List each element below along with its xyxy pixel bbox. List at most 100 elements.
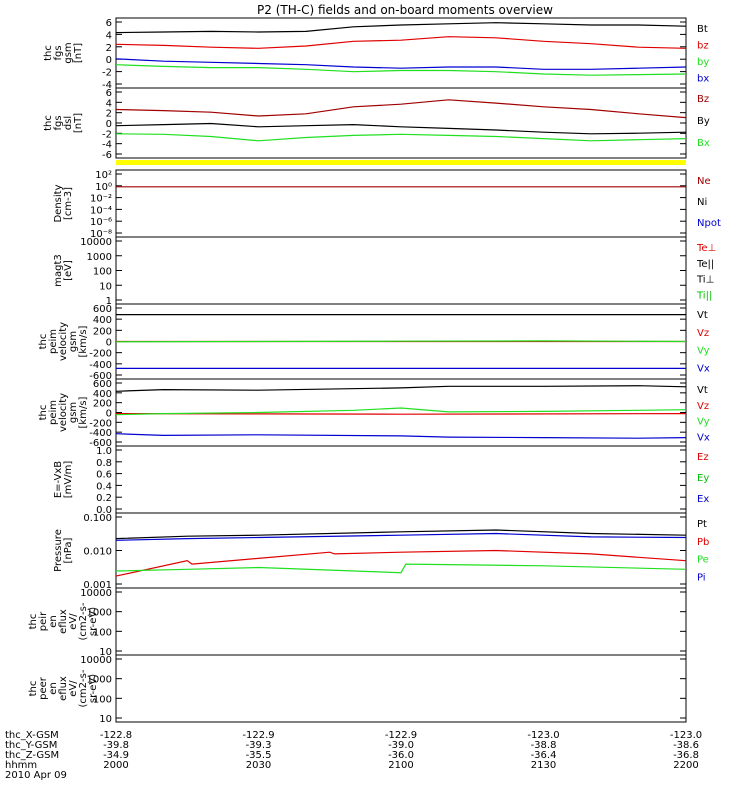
- y-tick-label: 2: [106, 43, 112, 54]
- x-tick-label: -122.9: [385, 730, 417, 741]
- y-axis-label: gsm: [68, 331, 79, 352]
- y-tick-label: 600: [93, 304, 112, 315]
- y-axis-label: velocity: [58, 322, 69, 361]
- y-axis-label: peim: [48, 329, 59, 354]
- y-tick-label: -6: [102, 150, 112, 161]
- y-axis-label: (cm2-s-: [78, 602, 89, 640]
- x-tick-label: 2030: [246, 760, 271, 771]
- legend-entry: Ex: [697, 494, 709, 505]
- y-tick-label: 10⁻⁶: [90, 217, 112, 228]
- y-axis-label: Pressure: [53, 529, 64, 572]
- y-tick-label: 0.8: [96, 458, 112, 469]
- legend-entry: Vz: [697, 401, 709, 412]
- y-axis-label: en: [48, 682, 59, 695]
- y-tick-label: 4: [106, 30, 112, 41]
- y-axis-label: thc: [38, 405, 49, 421]
- x-tick-label: -123.0: [527, 730, 559, 741]
- y-tick-label: -200: [89, 349, 112, 360]
- series-line-By: [115, 122, 687, 135]
- legend-entry: Bz: [697, 94, 709, 105]
- x-tick-label: -39.8: [103, 740, 129, 751]
- y-tick-label: 1.0: [96, 446, 112, 457]
- x-tick-label: -38.6: [673, 740, 699, 751]
- y-tick-label: 10: [99, 647, 112, 658]
- legend-entry: Ez: [697, 452, 709, 463]
- x-row-label: thc_X-GSM: [5, 730, 59, 741]
- legend-entry: Pi: [697, 572, 706, 583]
- x-tick-label: 2200: [673, 760, 698, 771]
- y-tick-label: 400: [93, 389, 112, 400]
- y-tick-label: 0: [106, 409, 112, 420]
- y-axis-label: magt3: [53, 254, 64, 287]
- legend-entry: Vt: [697, 310, 708, 321]
- panel-peer: 10000 1000 100 10 thc peer en eflux eV/(cm2-s-sr…: [28, 654, 687, 725]
- series-line-Vx: [115, 433, 687, 439]
- y-tick-label: -4: [102, 80, 112, 91]
- legend-entry: Bt: [697, 24, 708, 35]
- x-axis-labels: thc_X-GSM -122.8 -122.9 -122.9 -123.0 -123.0 t…: [5, 730, 702, 781]
- y-axis-label: fgs: [53, 115, 64, 130]
- series-line-Vt: [115, 385, 687, 392]
- y-tick-label: -4: [102, 140, 112, 151]
- x-tick-label: -35.5: [246, 750, 272, 761]
- legend-entry: Pe: [697, 555, 709, 566]
- panel-peir: 10000 1000 100 10 thc peir en eflux eV/(cm2-s-sr…: [28, 587, 687, 658]
- y-tick-label: 200: [93, 326, 112, 337]
- y-axis-label: [mV/m]: [63, 461, 74, 499]
- y-tick-label: 0.010: [83, 547, 112, 558]
- y-axis-label: [eV]: [63, 260, 74, 281]
- y-tick-label: 0.0: [96, 505, 112, 516]
- y-tick-label: 6: [106, 88, 112, 99]
- panel-frame: [115, 445, 687, 514]
- y-axis-label: sr-eV): [88, 674, 99, 703]
- y-tick-label: 1: [106, 296, 112, 307]
- legend-entry: Ni: [697, 197, 707, 208]
- y-tick-label: 10000: [80, 588, 112, 599]
- panel-frame: [115, 587, 687, 656]
- y-axis-label: [cm-3]: [63, 187, 74, 220]
- y-tick-label: 100: [93, 267, 112, 278]
- panel-frame: [115, 17, 687, 89]
- x-tick-label: -122.9: [242, 730, 274, 741]
- y-axis-label: eV/: [68, 680, 79, 697]
- y-tick-label: 10⁻⁴: [90, 205, 112, 216]
- series-line-Pt: [115, 529, 687, 540]
- y-axis-label: [km/s]: [78, 325, 89, 357]
- legend-entry: Ey: [697, 473, 709, 484]
- y-tick-label: 0.001: [83, 580, 112, 591]
- legend-entry: Pb: [697, 537, 709, 548]
- panel-frame: [115, 236, 687, 305]
- y-tick-label: 1000: [87, 608, 112, 619]
- legend-entry: Vy: [697, 417, 710, 428]
- y-tick-label: 0.2: [96, 493, 112, 504]
- x-tick-label: -36.4: [531, 750, 557, 761]
- series-line-Vy: [115, 340, 687, 343]
- yellow-status-bar: [116, 160, 686, 165]
- panel-magt3: 10000 1000 100 10 1 magt3 [eV] Te⊥ Te|| Ti⊥ Ti||: [53, 236, 716, 307]
- y-tick-label: 10⁻⁸: [90, 229, 112, 240]
- panel-frame: [115, 654, 687, 723]
- legend-entry: Ti⊥: [696, 275, 714, 286]
- y-tick-label: -600: [89, 371, 112, 382]
- y-tick-label: 1000: [87, 675, 112, 686]
- series-line-Pe: [115, 563, 687, 574]
- y-axis-label: thc: [43, 115, 54, 131]
- y-axis-label: [nPa]: [63, 537, 74, 563]
- y-tick-label: -400: [89, 428, 112, 439]
- y-axis-label: (cm2-s-: [78, 669, 89, 707]
- series-line-bz: [115, 36, 687, 49]
- legend-entry: by: [697, 57, 709, 68]
- legend-entry: Te⊥: [696, 243, 716, 254]
- legend-entry: Te||: [696, 259, 714, 270]
- y-tick-label: 1000: [87, 252, 112, 263]
- legend-entry: By: [697, 116, 710, 127]
- series-line-Pi: [115, 532, 687, 541]
- x-tick-label: -39.3: [246, 740, 272, 751]
- panel-frame: [115, 169, 687, 238]
- legend-entry: bx: [697, 74, 709, 85]
- y-axis-label: sr-eV): [88, 607, 99, 636]
